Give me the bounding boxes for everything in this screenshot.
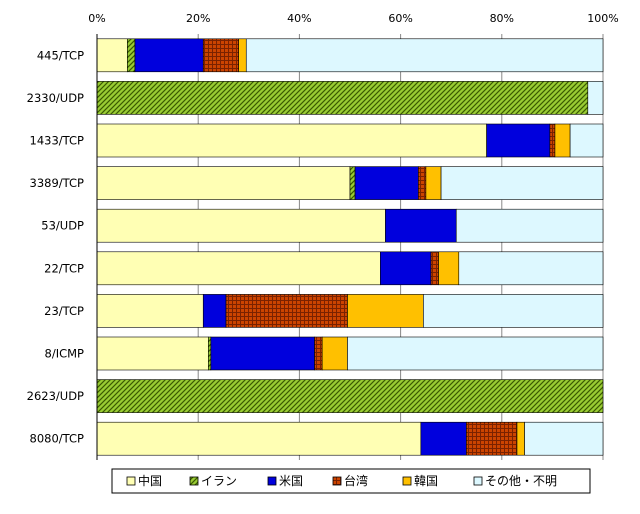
x-tick-label: 80% — [490, 12, 514, 25]
bar-segment — [354, 166, 419, 200]
legend-label: 韓国 — [414, 474, 438, 488]
bar-segment — [385, 208, 457, 243]
x-tick-label: 100% — [587, 12, 618, 25]
legend-label: 台湾 — [344, 473, 368, 488]
bar-segment — [440, 166, 604, 200]
bar-segment — [202, 294, 227, 328]
legend-label: その他・不明 — [485, 474, 557, 488]
x-tick-label: 60% — [388, 12, 412, 25]
bar-segment — [430, 251, 439, 286]
legend-swatch — [473, 476, 483, 486]
category-label: 22/TCP — [44, 261, 84, 275]
bar-segment — [349, 166, 356, 200]
legend-label: 中国 — [138, 473, 162, 488]
bar-segment — [380, 251, 432, 286]
category-label: 8080/TCP — [30, 432, 85, 446]
legend-swatch — [189, 476, 199, 486]
bar-segment — [225, 294, 348, 328]
bar-segment — [321, 336, 348, 371]
bar-segment — [516, 421, 525, 456]
bar-segment — [554, 123, 571, 158]
category-label: 445/TCP — [37, 48, 84, 62]
bar-segment — [455, 208, 604, 243]
bar-segment — [202, 38, 239, 73]
legend-swatch — [267, 476, 277, 486]
bars — [96, 38, 604, 456]
bar-segment — [96, 336, 209, 371]
bar-segment — [208, 336, 212, 371]
legend-swatch — [126, 476, 136, 486]
bar-segment — [423, 294, 604, 328]
bar-segment — [549, 123, 556, 158]
bar-segment — [425, 166, 442, 200]
category-label: 2623/UDP — [27, 389, 84, 403]
bar-segment — [245, 38, 604, 73]
legend-label: イラン — [201, 474, 237, 488]
bar-segment — [438, 251, 460, 286]
bar-segment — [466, 421, 518, 456]
bar-segment — [96, 208, 386, 243]
axes: 0% 20% 40% 60% 80% 100% 445/TCP 2330/UDP 1433/TC… — [27, 12, 619, 460]
bar-segment — [134, 38, 204, 73]
legend-box — [111, 468, 591, 494]
category-label: 3389/TCP — [30, 176, 85, 190]
category-label: 8/ICMP — [45, 347, 85, 361]
bar-segment — [96, 38, 128, 73]
bar-segment — [96, 123, 487, 158]
category-label: 2330/UDP — [27, 91, 84, 105]
bar-segment — [96, 421, 422, 456]
legend-swatch — [402, 476, 412, 486]
bar-segment — [96, 166, 351, 200]
bar-segment — [96, 81, 589, 115]
bar-segment — [569, 123, 604, 158]
legend-label: 米国 — [279, 474, 303, 488]
bar-segment — [418, 166, 427, 200]
bar-segment — [347, 336, 604, 371]
legend: 中国 イラン 米国 台湾 韓国 その他・不明 — [111, 468, 591, 494]
x-tick-label: 0% — [88, 12, 105, 25]
bar-segment — [96, 251, 381, 286]
legend-swatch — [332, 476, 342, 486]
bar-segment — [238, 38, 247, 73]
category-label: 23/TCP — [44, 304, 84, 318]
bar-segment — [347, 294, 424, 328]
bar-segment — [96, 294, 204, 328]
x-tick-label: 40% — [287, 12, 311, 25]
category-label: 1433/TCP — [30, 134, 85, 148]
bar-segment — [314, 336, 323, 371]
x-tick-label: 20% — [186, 12, 210, 25]
bar-segment — [587, 81, 604, 115]
bar-segment — [210, 336, 315, 371]
bar-segment — [458, 251, 604, 286]
bar-segment — [524, 421, 604, 456]
bar-segment — [486, 123, 551, 158]
category-label: 53/UDP — [41, 219, 84, 233]
bar-segment — [96, 379, 604, 413]
bar-segment — [420, 421, 467, 456]
bar-segment — [127, 38, 136, 73]
